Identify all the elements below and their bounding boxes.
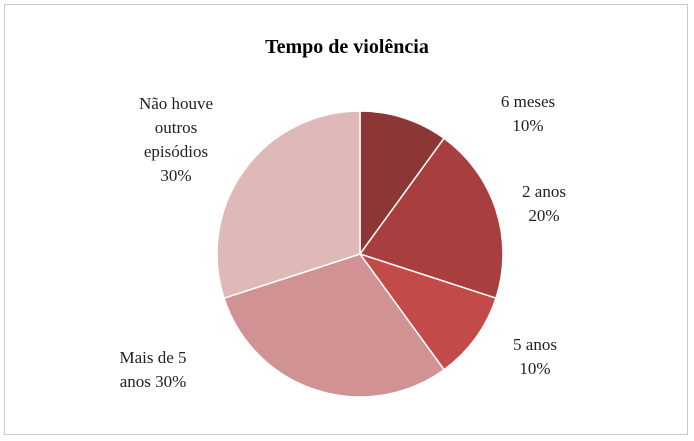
data-label: Mais de 5 anos 30% <box>108 346 198 394</box>
pie-slice <box>223 253 446 398</box>
value-label: 30% <box>160 166 192 185</box>
value-label: 10% <box>519 359 551 378</box>
pie-slice <box>359 110 446 257</box>
chart-title: Tempo de violência <box>265 36 429 58</box>
pie-slice <box>358 252 497 371</box>
pie-slice <box>358 137 504 300</box>
chart-frame <box>4 4 688 435</box>
data-label: 5 anos 10% <box>485 333 585 381</box>
value-label: 20% <box>528 206 560 225</box>
pie-slice <box>216 110 361 300</box>
value-label: 10% <box>512 116 544 135</box>
category-label: 6 meses <box>500 92 556 111</box>
category-label: 5 anos <box>513 335 557 354</box>
category-label: Não houve outros episódios <box>138 94 214 161</box>
value-label: 30% <box>155 372 187 391</box>
data-label: Não houve outros episódios 30% <box>126 92 226 188</box>
data-label: 2 anos 20% <box>494 180 594 228</box>
data-label: 6 meses 10% <box>478 90 578 138</box>
category-label: 2 anos <box>522 182 566 201</box>
category-label: Mais de 5 anos <box>119 348 187 391</box>
